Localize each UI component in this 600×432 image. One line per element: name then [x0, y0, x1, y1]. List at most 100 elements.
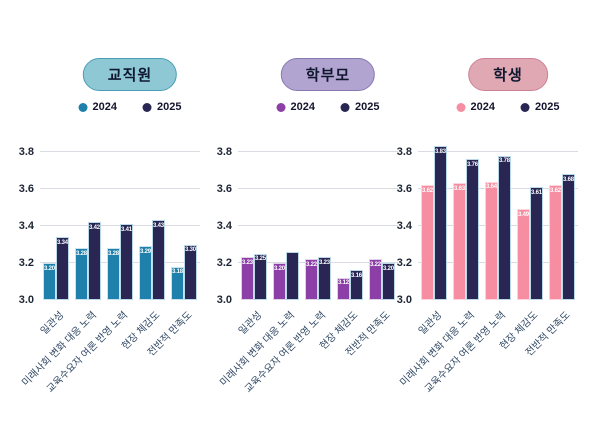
- plot-area-faculty: 3.20 3.34 3.28 3.42 3.28 3.41 3.29 3.43 3.18 3.30: [40, 142, 200, 300]
- bar-value-label: 3.20: [383, 265, 394, 272]
- bar-value-label: 3.28: [76, 250, 87, 257]
- grid-line: [238, 225, 398, 226]
- bar-value-label: 3.16: [351, 272, 362, 279]
- bar-value-label: 3.68: [563, 176, 574, 183]
- bar-value-label: 3.62: [422, 187, 433, 194]
- group-pill-faculty: 교직원: [82, 58, 178, 91]
- bar-2025-faculty: 3.30: [184, 244, 197, 300]
- bar-value-label: 3.64: [486, 184, 497, 191]
- bar-2025-students: 3.78: [498, 155, 511, 300]
- grid-line: [418, 151, 578, 152]
- legend-item-2025: 2025: [341, 101, 379, 113]
- bar-value-label: 3.28: [108, 250, 119, 257]
- y-tick-label: 3.2: [18, 257, 34, 269]
- y-tick-label: 3.4: [396, 220, 412, 232]
- legend-dot-2025-icon: [341, 102, 350, 112]
- legend-item-2025: 2025: [521, 101, 559, 113]
- grid-line: [40, 188, 200, 189]
- legend-item-2024: 2024: [456, 101, 495, 113]
- legend-label-2025: 2025: [535, 101, 560, 113]
- bar-value-label: 3.43: [153, 222, 164, 229]
- bar-value-label: 3.25: [255, 256, 266, 263]
- bar-value-label: 3.20: [274, 265, 285, 272]
- grid-line: [238, 151, 398, 152]
- bar-value-label: 3.12: [338, 280, 349, 287]
- panel-students: 학생 2024 2025 3.0 3.2 3.4 3.6 3.8 3.62 3.83 3.63 3.7…: [378, 0, 578, 432]
- legend-dot-2025-icon: [143, 102, 152, 112]
- bar-2025-parents: [286, 251, 299, 300]
- bar-2025-faculty: 3.34: [56, 237, 69, 300]
- bar-2024-students: 3.63: [453, 183, 466, 300]
- bar-value-label: 3.20: [44, 265, 55, 272]
- legend-students: 2024 2025: [456, 101, 559, 113]
- bar-2024-parents: 3.20: [273, 263, 286, 300]
- group-pill-students: 학생: [468, 58, 548, 91]
- bar-2024-parents: 3.22: [369, 259, 382, 300]
- y-tick-label: 3.6: [18, 183, 34, 195]
- legend-dot-2025-icon: [521, 102, 530, 112]
- bar-2024-faculty: 3.29: [139, 246, 152, 300]
- bar-2025-parents: 3.23: [318, 257, 331, 300]
- grid-line: [238, 188, 398, 189]
- bar-2025-parents: 3.25: [254, 253, 267, 300]
- grid-line: [40, 151, 200, 152]
- plot-area-parents: 3.23 3.25 3.20 3.22 3.23 3.12 3.16 3.22 3.20: [238, 142, 398, 300]
- bar-2024-parents: 3.23: [241, 257, 254, 300]
- y-tick-label: 3.8: [396, 146, 412, 158]
- bar-value-label: 3.49: [518, 211, 529, 218]
- x-axis-labels-faculty: 일관성 미래사회 변화 대응 노력 교육수요자 여론 반영 노력 현장 체감도 전반적 …: [20, 300, 200, 430]
- legend-label-2025: 2025: [157, 101, 182, 113]
- bar-2025-parents: 3.20: [382, 263, 395, 300]
- legend-dot-2024-icon: [78, 102, 88, 112]
- legend-item-2024: 2024: [78, 101, 117, 113]
- bar-value-label: 3.63: [454, 185, 465, 192]
- bar-2025-students: 3.68: [562, 174, 575, 300]
- bar-2025-students: 3.76: [466, 159, 479, 300]
- bar-value-label: 3.78: [499, 158, 510, 165]
- legend-item-2025: 2025: [143, 101, 181, 113]
- group-pill-parents: 학부모: [280, 58, 376, 91]
- y-tick-label: 3.6: [396, 183, 412, 195]
- bar-2024-parents: 3.22: [305, 259, 318, 300]
- bar-2024-faculty: 3.28: [75, 248, 88, 300]
- bar-value-label: 3.23: [242, 259, 253, 266]
- y-tick-label: 3.0: [396, 294, 412, 306]
- bar-2025-faculty: 3.42: [88, 222, 101, 300]
- bar-2025-faculty: 3.41: [120, 224, 133, 300]
- legend-faculty: 2024 2025: [78, 101, 181, 113]
- y-tick-label: 3.4: [216, 220, 232, 232]
- bar-value-label: 3.61: [531, 189, 542, 196]
- y-tick-label: 3.8: [18, 146, 34, 158]
- bar-value-label: 3.34: [57, 239, 68, 246]
- x-axis-labels-students: 일관성 미래사회 변화 대응 노력 교육수요자 여론 반영 노력 현장 체감도 전반적 …: [398, 300, 578, 430]
- bar-2024-faculty: 3.18: [171, 266, 184, 300]
- bar-2024-students: 3.62: [421, 185, 434, 300]
- legend-parents: 2024 2025: [276, 101, 379, 113]
- y-tick-label: 3.6: [216, 183, 232, 195]
- bar-value-label: 3.62: [550, 187, 561, 194]
- bar-2024-students: 3.49: [517, 209, 530, 300]
- bar-value-label: 3.83: [435, 148, 446, 155]
- bar-value-label: 3.76: [467, 161, 478, 168]
- panel-parents: 학부모 2024 2025 3.0 3.2 3.4 3.6 3.8 3.23 3.25 3.20 3.…: [198, 0, 398, 432]
- bar-value-label: 3.23: [319, 259, 330, 266]
- legend-item-2024: 2024: [276, 101, 315, 113]
- y-tick-label: 3.0: [216, 294, 232, 306]
- bar-2024-faculty: 3.28: [107, 248, 120, 300]
- legend-dot-2024-icon: [276, 102, 286, 112]
- bar-value-label: 3.42: [89, 224, 100, 231]
- bar-2025-students: 3.61: [530, 187, 543, 300]
- bar-2024-faculty: 3.20: [43, 263, 56, 300]
- x-axis-labels-parents: 일관성 미래사회 변화 대응 노력 교육수요자 여론 반영 노력 현장 체감도 전반적 …: [218, 300, 398, 430]
- bar-2024-students: 3.64: [485, 181, 498, 300]
- bar-value-label: 3.18: [172, 269, 183, 276]
- y-tick-label: 3.2: [396, 257, 412, 269]
- bar-2024-parents: 3.12: [337, 277, 350, 300]
- legend-dot-2024-icon: [456, 102, 466, 112]
- bar-2025-parents: 3.16: [350, 270, 363, 300]
- bar-2024-students: 3.62: [549, 185, 562, 300]
- y-tick-label: 3.4: [18, 220, 34, 232]
- bar-value-label: 3.22: [306, 261, 317, 268]
- bar-2025-faculty: 3.43: [152, 220, 165, 300]
- y-tick-label: 3.8: [216, 146, 232, 158]
